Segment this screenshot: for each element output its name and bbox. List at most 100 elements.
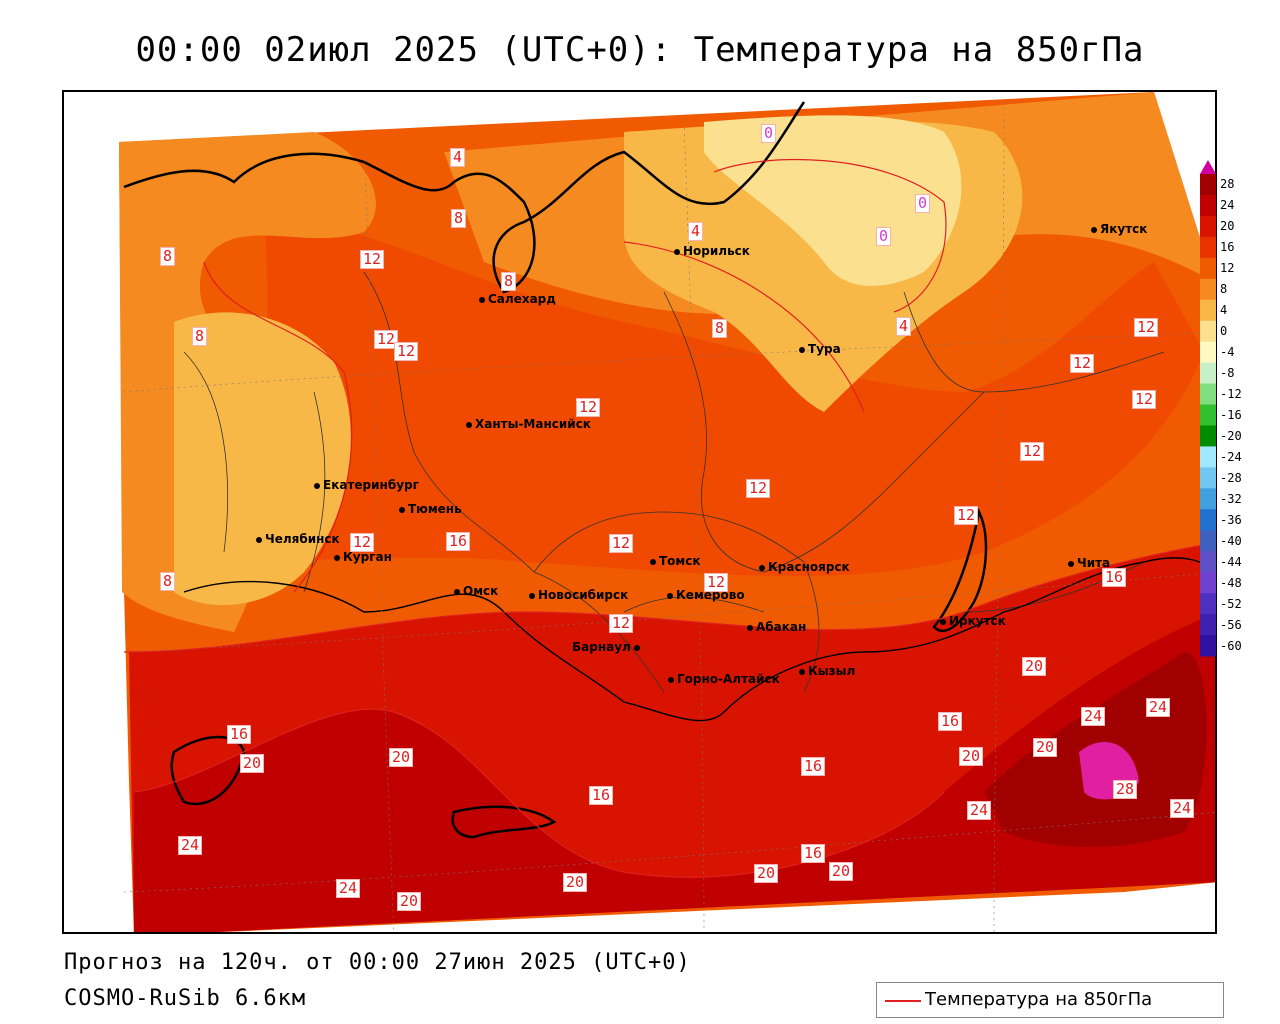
colorbar-swatch	[1200, 299, 1216, 322]
zone-12	[214, 212, 1204, 576]
city-dot	[799, 346, 805, 353]
contour-label: 16	[1102, 568, 1127, 587]
city-salekhard: Салехард	[479, 292, 556, 306]
colorbar-swatch	[1200, 341, 1216, 364]
city-dot	[334, 554, 340, 561]
colorbar-tick-label: -32	[1220, 491, 1242, 506]
contour-label: 12	[746, 479, 771, 498]
city-kurgan: Курган	[334, 550, 392, 564]
contour-label: 8	[501, 272, 517, 291]
contour-label: 20	[240, 754, 265, 773]
colorbar	[1200, 160, 1216, 657]
contour-label: 0	[915, 194, 931, 213]
contour-label: 4	[450, 148, 466, 167]
zone-4-west	[174, 312, 351, 606]
contour-label: 16	[801, 757, 826, 776]
colorbar-swatch	[1200, 215, 1216, 238]
contour-label: 16	[801, 844, 826, 863]
colorbar-swatch	[1200, 236, 1216, 259]
colorbar-tick-label: -20	[1220, 428, 1242, 443]
city-khanty-mansiysk: Ханты-Мансийск	[466, 417, 591, 431]
city-abakan: Абакан	[747, 620, 806, 634]
national-border	[183, 557, 1215, 722]
city-irkutsk: Иркутск	[940, 614, 1006, 628]
contour-label: 12	[394, 342, 419, 361]
colorbar-tick-label: 16	[1220, 240, 1235, 255]
colorbar-tick-label: -40	[1220, 533, 1242, 548]
aral-sea	[170, 735, 246, 806]
city-tomsk: Томск	[650, 554, 701, 568]
contour-label: 4	[688, 222, 704, 241]
contour-label: 8	[451, 209, 467, 228]
colorbar-tick-label: -48	[1220, 575, 1242, 590]
colorbar-swatch	[1200, 404, 1216, 426]
graticule	[123, 101, 1215, 932]
city-dot	[314, 482, 320, 489]
contour-label: 24	[336, 879, 361, 898]
colorbar-swatch	[1200, 614, 1216, 636]
contour-label: 12	[576, 398, 601, 417]
lake-balkhash	[451, 805, 557, 839]
colorbar-swatch	[1200, 174, 1216, 196]
colorbar-tick-label: -28	[1220, 470, 1242, 485]
contour-label: 12	[609, 534, 634, 553]
city-dot	[633, 644, 640, 651]
contour-label: 12	[1132, 390, 1157, 409]
legend: Температура на 850гПа	[876, 982, 1224, 1018]
colorbar-tick-label: -56	[1220, 617, 1242, 632]
legend-label: Температура на 850гПа	[925, 989, 1153, 1010]
model-name: COSMO-RuSib 6.6км	[64, 986, 307, 1011]
colorbar-swatch	[1200, 446, 1216, 468]
contour-label: 20	[389, 748, 414, 767]
contour-label: 24	[967, 801, 992, 820]
colorbar-tick-label: 0	[1220, 324, 1228, 339]
colorbar-swatch	[1200, 467, 1216, 489]
contour-label: 4	[896, 317, 912, 336]
contour-label: 20	[829, 862, 854, 881]
temperature-map[interactable]: Норильск Салехард Тура Якутск Ханты-Манс…	[62, 90, 1217, 934]
city-chita: Чита	[1068, 556, 1110, 570]
colorbar-swatch	[1200, 635, 1216, 657]
city-dot	[479, 296, 485, 303]
colorbar-tick-label: -12	[1220, 387, 1242, 402]
contour-label: 16	[589, 786, 614, 805]
colorbar-swatch	[1200, 320, 1216, 343]
colorbar-tick-label: -16	[1220, 408, 1242, 422]
colorbar-swatch	[1200, 488, 1216, 510]
colorbar-tick-label: 8	[1220, 282, 1228, 297]
contour-label: 12	[704, 573, 729, 592]
colorbar-swatch	[1200, 383, 1216, 406]
contour-label: 0	[761, 124, 777, 143]
colorbar-swatch	[1200, 257, 1216, 280]
city-dot	[399, 506, 405, 513]
city-dot	[747, 624, 753, 631]
colorbar-swatch	[1200, 530, 1216, 552]
contour-label: 0	[876, 227, 892, 246]
contour-label: 20	[1033, 738, 1058, 757]
contour-label: 8	[192, 327, 208, 346]
contour-label: 8	[160, 247, 176, 266]
contour-label: 12	[1134, 318, 1159, 337]
colorbar-swatch	[1200, 425, 1216, 447]
colorbar-tick-label: -52	[1220, 596, 1242, 611]
colorbar-tick-label: -60	[1220, 638, 1242, 653]
colorbar-swatch	[1200, 551, 1216, 573]
colorbar-swatch	[1200, 572, 1216, 594]
city-dot	[1091, 226, 1097, 233]
city-yakutsk: Якутск	[1091, 222, 1147, 236]
colorbar-tick-label: -4	[1220, 345, 1235, 360]
city-barnaul: Барнаул	[572, 640, 643, 654]
warm-zone-24	[134, 613, 1215, 932]
colorbar-tick-label: -8	[1220, 366, 1235, 381]
contour-label: 16	[227, 725, 252, 744]
contour-label: 12	[609, 614, 634, 633]
contour-label: 16	[938, 712, 963, 731]
city-krasnoyarsk: Красноярск	[759, 560, 850, 574]
colorbar-swatch	[1200, 593, 1216, 615]
colorbar-swatch	[1200, 194, 1216, 217]
contour-label: 20	[397, 892, 422, 911]
city-novosibirsk: Новосибирск	[529, 588, 628, 602]
city-gorno-altaysk: Горно-Алтайск	[668, 672, 780, 686]
contour-label: 20	[754, 864, 779, 883]
contour-label: 24	[1146, 698, 1171, 717]
